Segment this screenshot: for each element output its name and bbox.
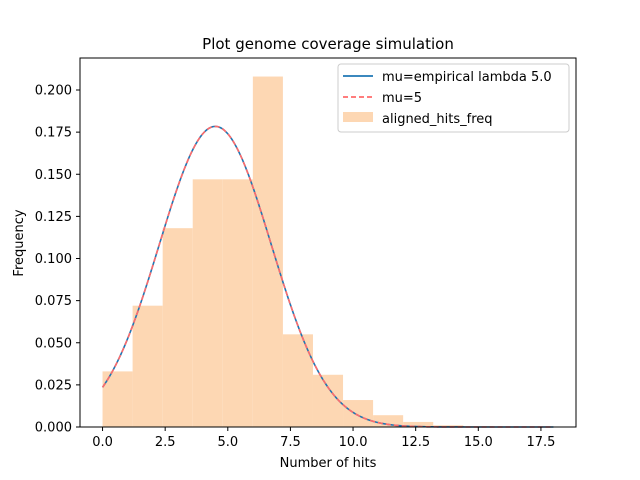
x-tick-label: 17.5	[526, 435, 555, 450]
histogram-bars	[102, 76, 554, 428]
plot-frame	[79, 57, 577, 428]
y-tick-label: 0.025	[35, 378, 72, 393]
y-tick-label: 0.100	[35, 252, 72, 267]
legend-label-histogram: aligned_hits_freq	[382, 112, 493, 127]
legend: mu=empirical lambda 5.0 mu=5 aligned_hit…	[337, 63, 570, 133]
y-axis-ticks: 0.000 0.025 0.050 0.075 0.100 0.125 0.150 0.175…	[35, 84, 80, 436]
histogram-bar	[282, 334, 313, 427]
histogram-bar	[132, 305, 163, 427]
y-tick-label: 0.000	[35, 421, 72, 436]
x-tick-label: 10.0	[339, 435, 368, 450]
x-axis-ticks: 0.0 2.5 5.0 7.5 10.0 12.5 15.0 17.5	[92, 427, 555, 450]
histogram-bar	[373, 415, 404, 427]
x-axis-label: Number of hits	[280, 456, 377, 471]
x-tick-label: 15.0	[464, 435, 493, 450]
y-tick-label: 0.150	[35, 168, 72, 183]
histogram-bar	[252, 76, 283, 428]
y-tick-label: 0.075	[35, 294, 72, 309]
x-tick-label: 0.0	[92, 435, 113, 450]
y-tick-label: 0.050	[35, 336, 72, 351]
histogram-bar	[162, 228, 193, 427]
x-tick-label: 12.5	[401, 435, 430, 450]
histogram-bar	[343, 400, 374, 427]
histogram-bar	[192, 179, 223, 427]
x-tick-label: 7.5	[280, 435, 301, 450]
x-tick-label: 5.0	[217, 435, 238, 450]
y-axis-label: Frequency	[12, 209, 27, 276]
legend-swatch-histogram	[343, 112, 373, 122]
legend-box	[337, 63, 570, 133]
legend-label-mu5: mu=5	[382, 91, 422, 106]
histogram-bar	[222, 179, 253, 427]
histogram-bar	[403, 421, 434, 427]
chart-title: Plot genome coverage simulation	[202, 35, 454, 53]
y-tick-label: 0.125	[35, 210, 72, 225]
legend-label-empirical: mu=empirical lambda 5.0	[382, 70, 552, 85]
y-tick-label: 0.175	[35, 126, 72, 141]
y-tick-label: 0.200	[35, 84, 72, 99]
x-tick-label: 2.5	[155, 435, 176, 450]
